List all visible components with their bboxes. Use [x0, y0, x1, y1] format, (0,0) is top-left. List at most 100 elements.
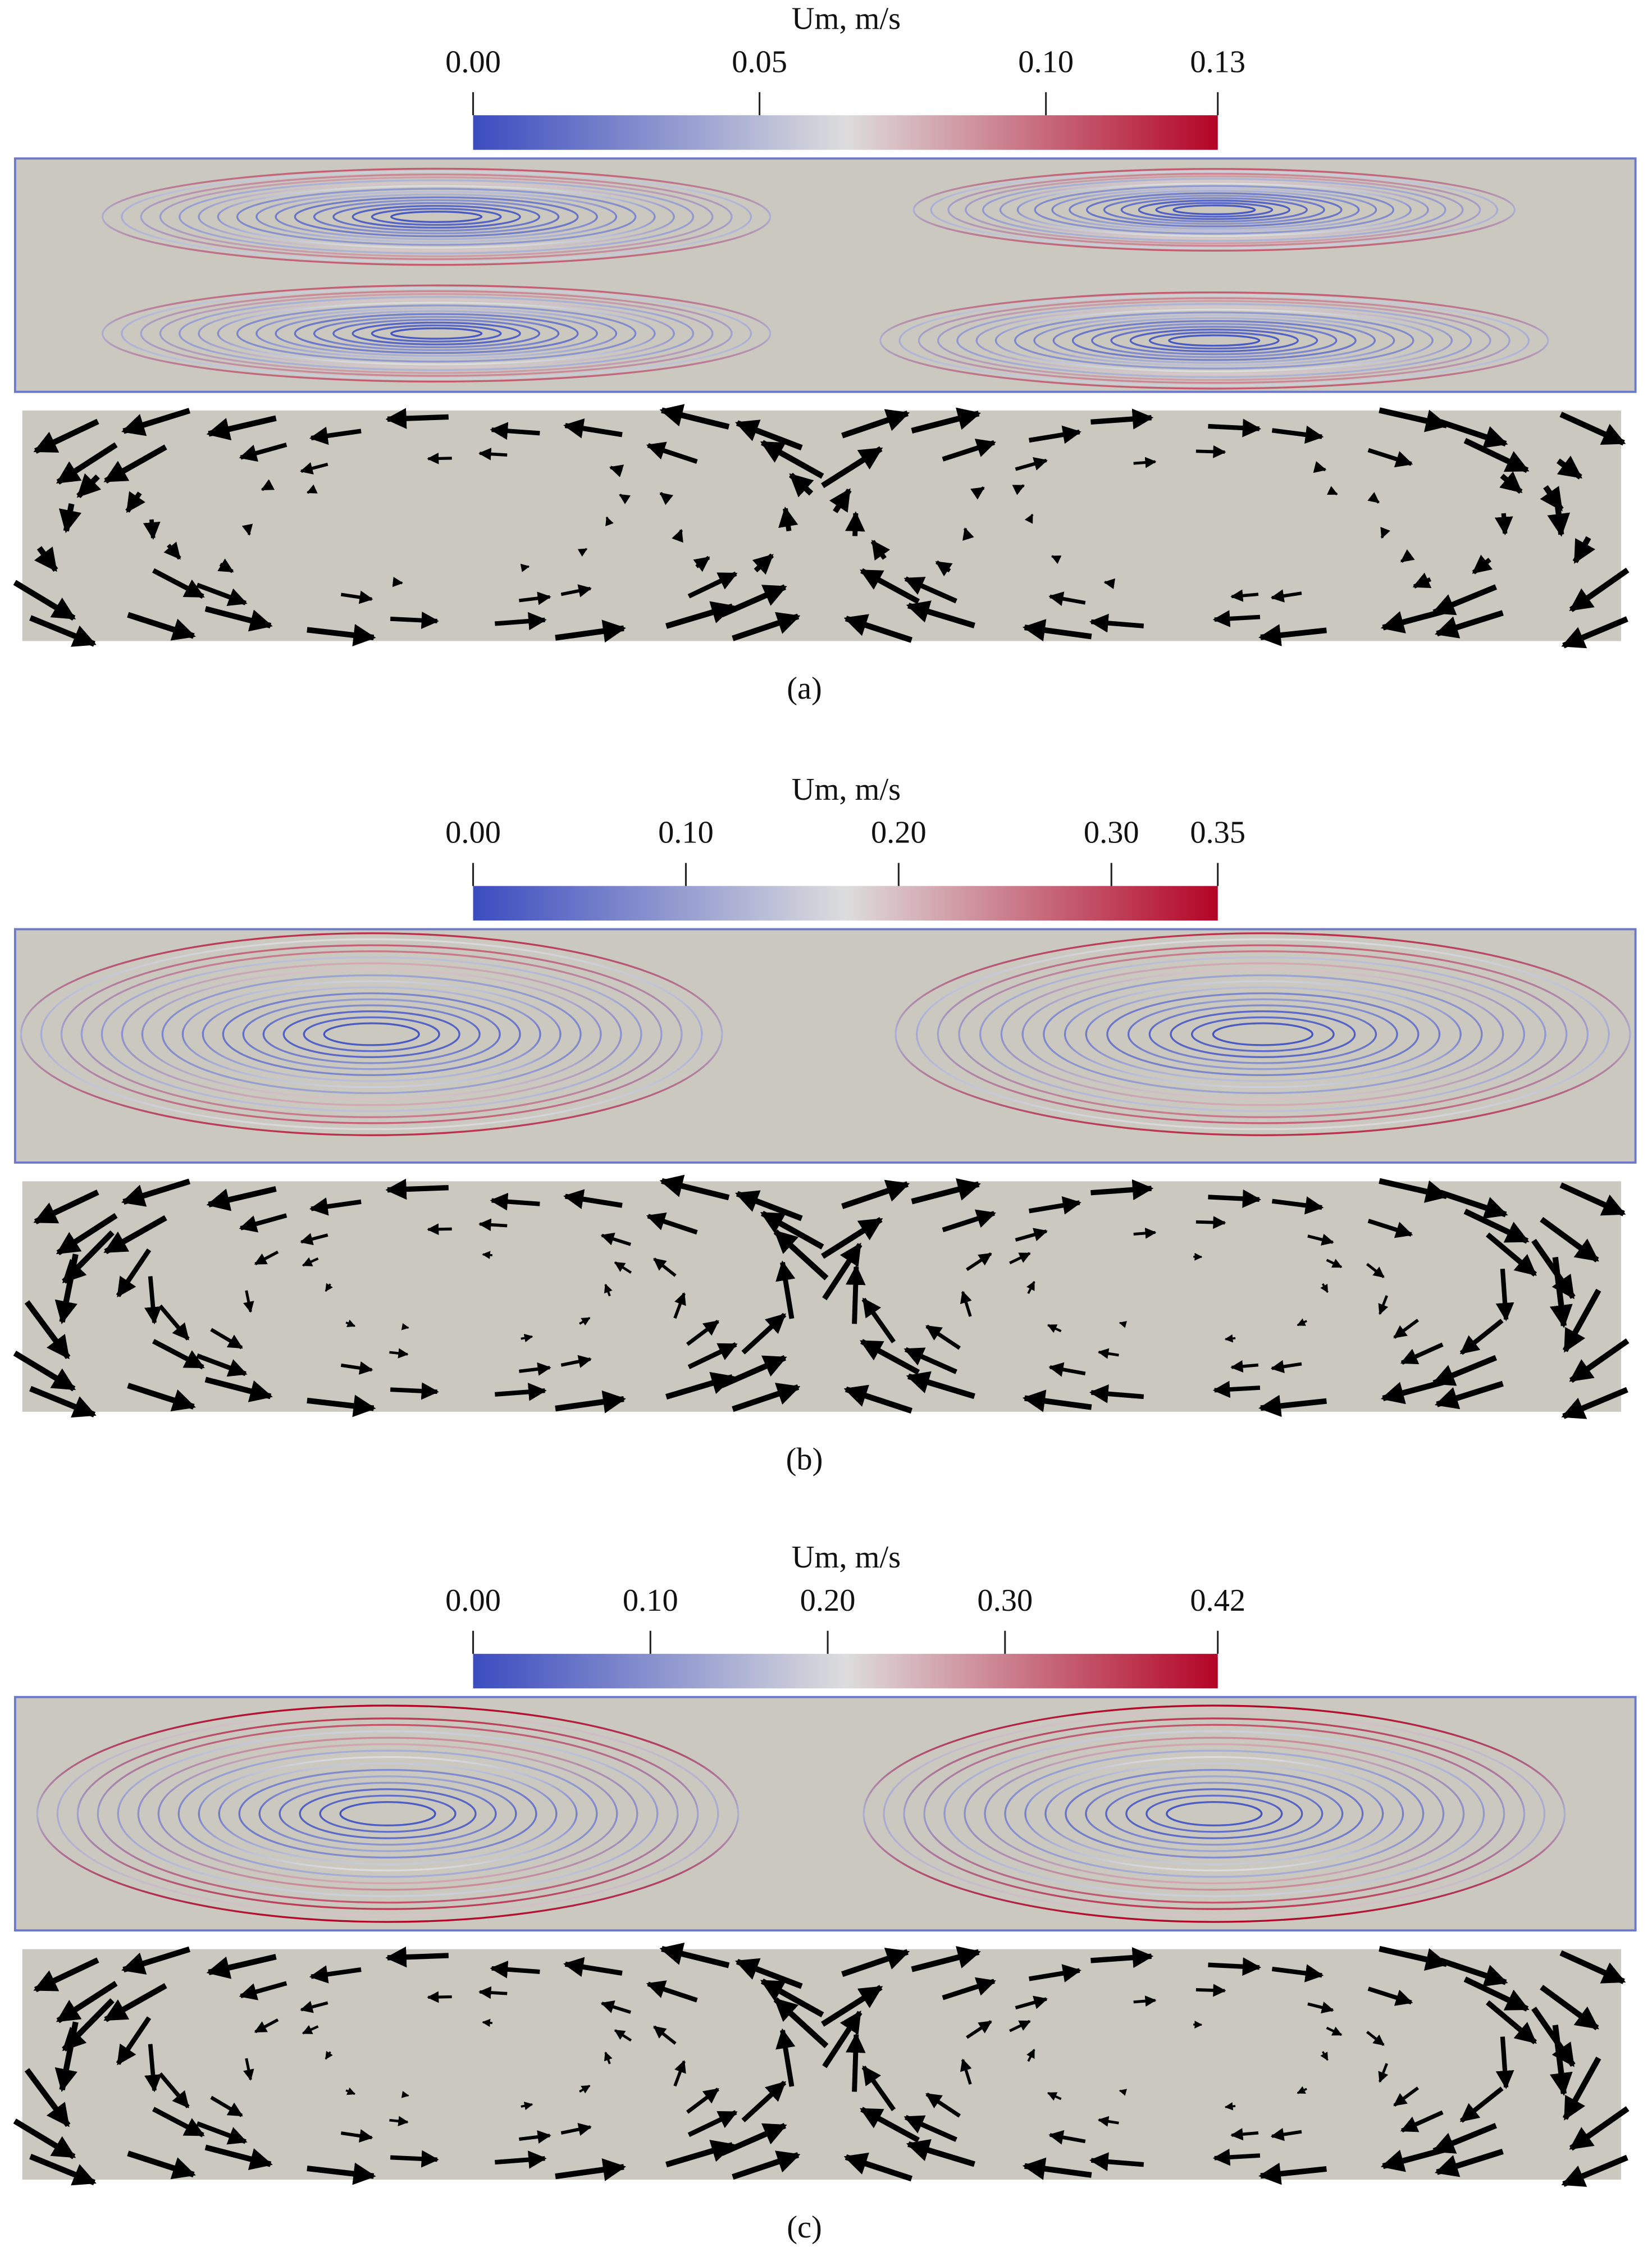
velocity-arrow [495, 1383, 547, 1401]
streamline [1170, 1010, 1356, 1058]
velocity-arrow [325, 2050, 333, 2060]
velocity-arrow [1208, 1957, 1262, 1976]
streamline [1106, 992, 1420, 1077]
velocity-arrow [1393, 2086, 1420, 2107]
streamline [903, 1717, 1526, 1910]
velocity-arrow [604, 1283, 613, 1297]
velocity-arrow [158, 1304, 190, 1341]
velocity-arrow [1230, 1360, 1259, 1373]
streamline [236, 304, 637, 363]
streamline [982, 177, 1446, 242]
velocity-arrow [389, 2116, 409, 2126]
velocity-arrow [24, 1300, 71, 1360]
streamline [964, 1737, 1465, 1891]
velocity-arrow [1400, 549, 1415, 563]
velocity-arrow [1009, 2020, 1031, 2032]
velocity-arrow [254, 1250, 279, 1266]
colorbar-tick-label: 0.30 [1084, 815, 1139, 850]
velocity-arrow [841, 1179, 910, 1209]
velocity-arrow [206, 1186, 277, 1211]
streamline [177, 1749, 598, 1878]
velocity-arrow [935, 560, 953, 577]
velocity-arrow [1271, 425, 1324, 444]
velocity-arrow [1459, 1319, 1504, 1355]
velocity-arrow [427, 452, 452, 464]
velocity-arrow [1028, 1196, 1081, 1215]
streamline [1091, 323, 1338, 358]
velocity-arrow [144, 1276, 162, 1325]
velocity-arrow [942, 1209, 996, 1233]
streamline [101, 284, 772, 383]
streamline [262, 1004, 481, 1064]
streamline [202, 986, 541, 1082]
colorbar-tick-label: 0.20 [871, 815, 927, 850]
velocity-arrow [870, 540, 891, 561]
velocity-arrow [158, 2072, 190, 2109]
velocity-arrow [1015, 457, 1048, 471]
velocity-arrow [659, 1174, 730, 1201]
velocity-arrow [478, 448, 508, 461]
velocity-arrow [659, 1942, 730, 1968]
velocity-arrow [911, 1178, 981, 1205]
velocity-arrow [1097, 2116, 1119, 2127]
streamline [994, 308, 1434, 373]
velocity-arrow [563, 418, 623, 439]
velocity-arrow [254, 2018, 279, 2034]
velocity-arrow [1089, 1384, 1144, 1403]
streamline [912, 168, 1516, 252]
velocity-arrow [1393, 1319, 1420, 1339]
vector-panel [22, 1949, 1621, 2180]
velocity-arrow [300, 1233, 328, 1246]
streamline [1125, 1788, 1303, 1839]
velocity-arrow [687, 571, 738, 599]
velocity-arrow [1015, 1228, 1048, 1242]
velocity-arrow [942, 439, 996, 462]
streamline [161, 974, 582, 1095]
streamline [141, 968, 602, 1100]
streamline [217, 302, 656, 366]
velocity-arrow [1531, 1238, 1576, 1300]
streamline [862, 1704, 1566, 1923]
velocity-arrow [960, 1291, 972, 1317]
velocity-arrow [519, 591, 551, 605]
streamline [339, 1801, 436, 1826]
streamline [80, 950, 663, 1118]
velocity-arrow [116, 1248, 152, 1298]
velocity-arrow [1133, 457, 1157, 468]
velocity-arrow [1431, 2122, 1498, 2154]
velocity-arrow [760, 440, 824, 479]
streamline [1064, 980, 1462, 1088]
velocity-arrow [152, 568, 205, 599]
velocity-arrow [163, 541, 181, 560]
velocity-arrow [76, 473, 102, 499]
velocity-arrow [1028, 1964, 1081, 1982]
velocity-arrow [1379, 1945, 1449, 1971]
streamline [294, 196, 579, 238]
velocity-arrow [495, 2150, 547, 2169]
velocity-arrow [521, 1333, 533, 1343]
colorbar-title: Um, m/s [792, 1, 901, 36]
velocity-arrow [29, 615, 97, 647]
velocity-arrow [243, 1290, 254, 1313]
streamline [898, 294, 1530, 387]
velocity-arrow [1090, 408, 1154, 430]
streamline [352, 204, 521, 229]
velocity-arrow [1495, 2036, 1514, 2089]
streamline [1212, 1022, 1314, 1046]
velocity-arrow [1320, 2051, 1329, 2061]
streamline [1043, 974, 1483, 1095]
streamline [1120, 197, 1308, 223]
velocity-arrow [243, 2058, 254, 2081]
velocity-arrow [1012, 484, 1025, 495]
velocity-arrow [302, 2025, 319, 2035]
streamline [60, 944, 683, 1124]
velocity-arrow [390, 611, 439, 630]
streamline [958, 950, 1568, 1118]
velocity-arrow [309, 1965, 362, 1984]
velocity-arrow [239, 1213, 287, 1233]
velocity-arrow [686, 2088, 719, 2114]
velocity-arrow [1459, 2086, 1504, 2123]
velocity-arrow [385, 1178, 449, 1200]
colorbar-tick-label: 0.10 [658, 815, 714, 850]
velocity-arrow [520, 563, 530, 572]
